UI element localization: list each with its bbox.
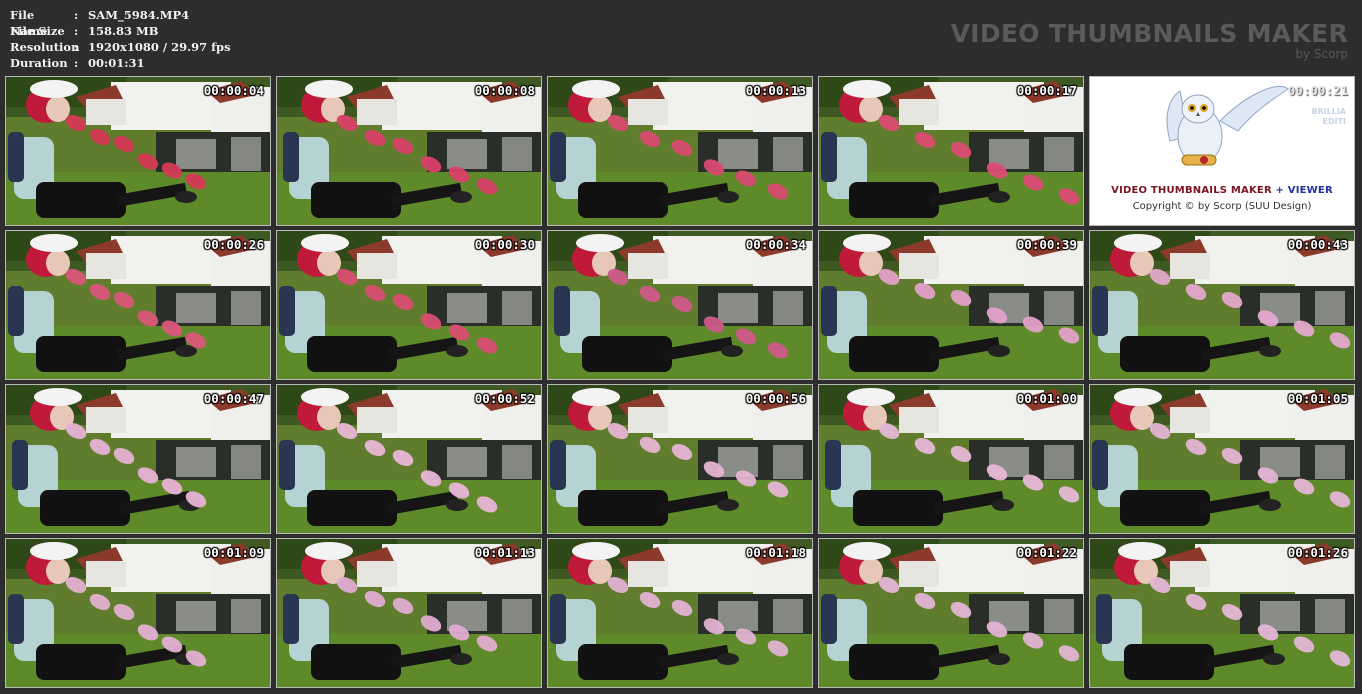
file-info-panel: File Name: SAM_5984.MP4 File Size:158.83 M… — [10, 7, 231, 71]
timestamp-label: 00:01:09 — [203, 545, 264, 560]
timestamp-label: 00:00:21 — [1287, 83, 1348, 98]
video-frame-image — [1090, 231, 1354, 379]
thumbnail-frame[interactable]: 00:00:04 — [5, 76, 271, 226]
thumbnail-frame[interactable]: 00:00:30 — [276, 230, 542, 380]
info-key: File Size — [10, 24, 65, 38]
timestamp-label: 00:00:34 — [745, 237, 806, 252]
video-frame-image — [548, 231, 812, 379]
thumbnail-frame[interactable]: 00:01:26 — [1089, 538, 1355, 688]
thumbnail-frame[interactable]: 00:01:05 — [1089, 384, 1355, 534]
info-row: Duration:00:01:31 — [10, 55, 231, 71]
timestamp-label: 00:01:26 — [1287, 545, 1348, 560]
edition-watermark-line2: EDITI — [1322, 117, 1346, 126]
brand-watermark: VIDEO THUMBNAILS MAKER by Scorp — [950, 19, 1348, 62]
info-separator: : — [74, 8, 79, 22]
video-frame-image — [548, 77, 812, 225]
timestamp-label: 00:00:26 — [203, 237, 264, 252]
info-key: Resolution — [10, 40, 80, 54]
thumbnail-frame[interactable]: 00:00:52 — [276, 384, 542, 534]
info-value: 00:01:31 — [88, 56, 145, 70]
thumbnail-frame[interactable]: 00:00:08 — [276, 76, 542, 226]
info-key: Duration — [10, 56, 68, 70]
logo-product-name: VIDEO THUMBNAILS MAKER + VIEWER — [1090, 185, 1354, 196]
thumbnail-frame[interactable]: 00:00:17 — [818, 76, 1084, 226]
timestamp-label: 00:00:43 — [1287, 237, 1348, 252]
info-row: Resolution:1920x1080 / 29.97 fps — [10, 39, 231, 55]
logo-copyright: Copyright © by Scorp (SUU Design) — [1132, 201, 1312, 212]
owl-logo-icon — [1160, 81, 1290, 185]
thumbnail-frame[interactable]: 00:01:00 — [818, 384, 1084, 534]
info-separator: : — [74, 40, 79, 54]
timestamp-label: 00:00:17 — [1016, 83, 1077, 98]
thumbnail-frame[interactable]: 00:00:47 — [5, 384, 271, 534]
info-value: SAM_5984.MP4 — [88, 8, 190, 22]
brand-title: VIDEO THUMBNAILS MAKER — [950, 19, 1348, 48]
timestamp-label: 00:00:52 — [474, 391, 535, 406]
video-frame-image — [6, 231, 270, 379]
video-frame-image — [548, 385, 812, 533]
info-separator: : — [74, 56, 79, 70]
video-frame-image — [6, 385, 270, 533]
edition-watermark: BRILLIA EDITI — [1311, 107, 1346, 127]
info-separator: : — [74, 24, 79, 38]
timestamp-label: 00:01:22 — [1016, 545, 1077, 560]
video-frame-image — [819, 385, 1083, 533]
thumbnail-frame[interactable]: 00:01:09 — [5, 538, 271, 688]
info-row: File Size:158.83 MB — [10, 23, 231, 39]
info-value: 1920x1080 / 29.97 fps — [88, 40, 231, 54]
video-frame-image — [819, 77, 1083, 225]
video-frame-image — [548, 539, 812, 687]
brand-subtitle: by Scorp — [1295, 47, 1348, 61]
video-frame-image — [6, 539, 270, 687]
thumbnail-frame[interactable]: 00:01:22 — [818, 538, 1084, 688]
info-value: 158.83 MB — [88, 24, 159, 38]
timestamp-label: 00:00:13 — [745, 83, 806, 98]
timestamp-label: 00:01:13 — [474, 545, 535, 560]
thumbnail-frame[interactable]: 00:00:34 — [547, 230, 813, 380]
video-frame-image — [6, 77, 270, 225]
thumbnail-frame[interactable]: 00:00:13 — [547, 76, 813, 226]
video-frame-image — [1090, 539, 1354, 687]
video-frame-image — [277, 539, 541, 687]
video-frame-image — [277, 231, 541, 379]
timestamp-label: 00:00:56 — [745, 391, 806, 406]
timestamp-label: 00:01:00 — [1016, 391, 1077, 406]
timestamp-label: 00:01:18 — [745, 545, 806, 560]
timestamp-label: 00:00:04 — [203, 83, 264, 98]
timestamp-label: 00:00:47 — [203, 391, 264, 406]
timestamp-label: 00:01:05 — [1287, 391, 1348, 406]
timestamp-label: 00:00:30 — [474, 237, 535, 252]
video-frame-image — [819, 539, 1083, 687]
thumbnail-frame[interactable]: 00:00:26 — [5, 230, 271, 380]
logo-product-name-viewer: + VIEWER — [1275, 185, 1333, 196]
info-key: File Name — [10, 8, 48, 38]
edition-watermark-line1: BRILLIA — [1311, 107, 1346, 116]
video-frame-image — [819, 231, 1083, 379]
video-frame-image — [277, 77, 541, 225]
thumbnail-frame[interactable]: 00:00:43 — [1089, 230, 1355, 380]
info-row: File Name: SAM_5984.MP4 — [10, 7, 231, 38]
video-frame-image — [277, 385, 541, 533]
thumbnail-frame[interactable]: 00:00:56 — [547, 384, 813, 534]
video-frame-image — [1090, 385, 1354, 533]
thumbnail-frame[interactable]: 00:01:18 — [547, 538, 813, 688]
timestamp-label: 00:00:39 — [1016, 237, 1077, 252]
timestamp-label: 00:00:08 — [474, 83, 535, 98]
thumbnail-frame[interactable]: 00:01:13 — [276, 538, 542, 688]
thumbnail-logo-tile[interactable]: BRILLIA EDITI VIDEO THUMBNAILS MAKER + VIE… — [1089, 76, 1355, 226]
thumbnail-frame[interactable]: 00:00:39 — [818, 230, 1084, 380]
logo-product-name-main: VIDEO THUMBNAILS MAKER — [1111, 185, 1276, 196]
